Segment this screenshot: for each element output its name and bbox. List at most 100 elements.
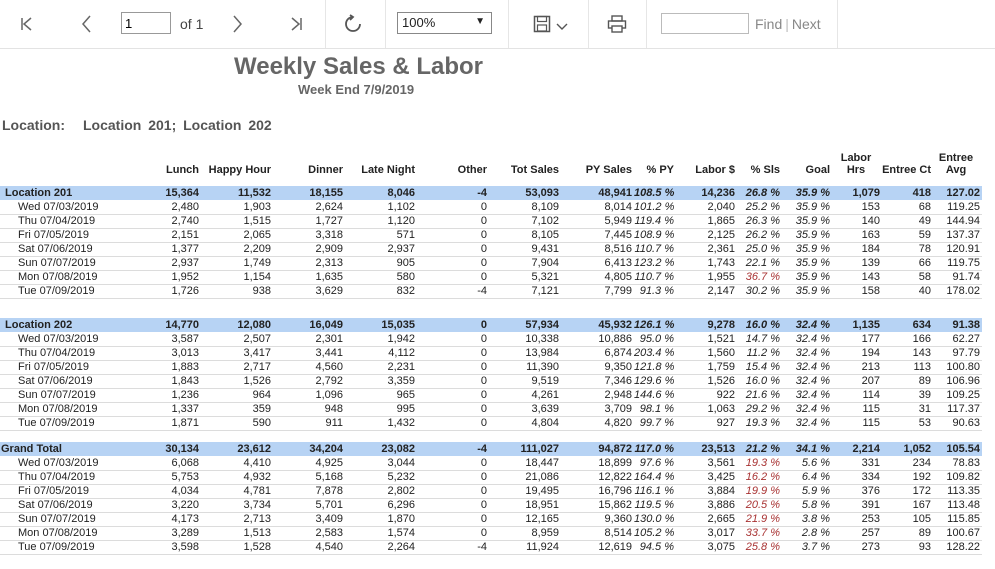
table-cell: 4,932 [243, 471, 271, 483]
location-value: Location 201; Location 202 [83, 117, 272, 133]
table-row: Sun 07/07/2019 1,236 964 1,096 965 0 4,261 2,94… [0, 388, 982, 403]
table-cell: 167 [912, 499, 931, 511]
page-number-input[interactable] [121, 12, 171, 34]
table-cell: 1,135 [852, 319, 880, 331]
table-row: Tue 07/09/2019 1,871 590 911 1,432 0 4,804 4,82… [0, 416, 982, 431]
col-entree-avg-line1: Entree [938, 152, 974, 164]
row-date: Sun 07/07/2019 [18, 257, 96, 269]
table-cell: 8,046 [387, 187, 415, 199]
table-cell: 3,220 [171, 499, 199, 511]
table-cell: 2,717 [243, 361, 271, 373]
table-cell: 0 [480, 485, 487, 497]
table-cell: 2,361 [707, 243, 735, 255]
table-cell: 9,350 [604, 361, 632, 373]
table-cell: 21,086 [525, 471, 559, 483]
table-cell: 331 [861, 457, 880, 469]
table-cell: 98.1 % [639, 403, 674, 415]
table-cell: 0 [480, 527, 487, 539]
table-cell: 5,753 [171, 471, 199, 483]
table-cell: 16.0 % [745, 375, 780, 387]
table-cell: 5,321 [531, 271, 559, 283]
row-date: Tue 07/09/2019 [18, 285, 95, 297]
prev-page-button[interactable] [70, 0, 104, 48]
last-page-button[interactable] [279, 0, 313, 48]
table-cell: 144.94 [946, 215, 980, 227]
table-cell: 8,514 [604, 527, 632, 539]
table-cell: 4,820 [604, 417, 632, 429]
table-cell: 359 [252, 403, 271, 415]
table-cell: 21.9 % [745, 513, 780, 525]
table-cell: 14.7 % [745, 333, 780, 345]
print-button[interactable] [600, 0, 634, 48]
page-count: of 1 [180, 16, 204, 32]
table-cell: 4,805 [604, 271, 632, 283]
report-subtitle: Week End 7/9/2019 [298, 82, 415, 97]
table-cell: 108.9 % [634, 229, 675, 241]
table-cell: 18,899 [598, 457, 632, 469]
table-cell: 8,109 [531, 201, 559, 213]
zoom-select[interactable]: 100% ▼ [397, 12, 492, 34]
table-cell: 1,871 [171, 417, 199, 429]
table-cell: 15,364 [165, 187, 199, 199]
table-cell: 1,154 [243, 271, 271, 283]
table-cell: 11,924 [526, 541, 559, 553]
table-cell: 6,068 [171, 457, 199, 469]
refresh-button[interactable] [336, 0, 370, 48]
table-cell: 153 [861, 201, 880, 213]
table-cell: 234 [912, 457, 931, 469]
table-cell: 1,526 [707, 375, 735, 387]
table-cell: 26.2 % [745, 229, 780, 241]
table-cell: 905 [396, 257, 415, 269]
find-link[interactable]: Find [755, 16, 783, 32]
row-date: Fri 07/05/2019 [18, 229, 89, 241]
table-row: Thu 07/04/2019 3,013 3,417 3,441 4,112 0 13,98… [0, 346, 982, 361]
table-cell: 4,112 [388, 347, 415, 359]
table-cell: 116.1 % [634, 485, 674, 497]
table-cell: 995 [396, 403, 415, 415]
table-cell: 1,743 [707, 257, 735, 269]
group-header-band [0, 442, 982, 456]
table-cell: 94.5 % [639, 541, 674, 553]
table-cell: 32.4 % [795, 347, 830, 359]
next-link[interactable]: Next [791, 16, 821, 32]
row-date: Mon 07/08/2019 [18, 271, 98, 283]
table-cell: -4 [477, 541, 487, 553]
table-cell: 35.9 % [795, 215, 830, 227]
table-cell: 948 [324, 403, 343, 415]
table-cell: 108.5 % [634, 187, 675, 199]
table-cell: 2,802 [387, 485, 415, 497]
table-cell: 109.25 [946, 389, 980, 401]
first-page-icon [21, 17, 32, 31]
table-cell: 2,948 [604, 389, 632, 401]
report-toolbar: of 1 100% ▼ Find|Next [0, 0, 995, 49]
table-cell: 184 [861, 243, 880, 255]
first-page-button[interactable] [10, 0, 44, 48]
table-cell: 5.9 % [801, 485, 830, 497]
export-button[interactable] [526, 0, 576, 48]
prev-page-icon [82, 15, 91, 33]
row-date: Sat 07/06/2019 [18, 499, 93, 511]
table-row: Sun 07/07/2019 2,937 1,749 2,313 905 0 7,904 6,… [0, 256, 982, 271]
table-cell: 1,749 [243, 257, 271, 269]
table-cell: 95.0 % [639, 333, 674, 345]
table-cell: 2,065 [243, 229, 271, 241]
table-cell: -4 [477, 187, 487, 199]
table-cell: 7,445 [604, 229, 632, 241]
next-page-button[interactable] [220, 0, 254, 48]
table-cell: 97.79 [952, 347, 980, 359]
table-cell: 257 [861, 527, 880, 539]
find-input[interactable] [661, 13, 749, 34]
table-cell: 922 [716, 389, 735, 401]
table-row: Tue 07/09/2019 3,598 1,528 4,540 2,264 -4 11,9… [0, 540, 982, 555]
table-cell: 94,872 [598, 443, 632, 455]
group-total-row: Grand Total 30,134 23,612 34,204 23,082 -4 111… [0, 442, 982, 456]
table-row: Sat 07/06/2019 1,377 2,209 2,909 2,937 0 9,431… [0, 242, 982, 257]
table-cell: 1,096 [315, 389, 343, 401]
table-cell: 964 [252, 389, 271, 401]
table-cell: 3,017 [707, 527, 735, 539]
refresh-icon [345, 14, 361, 32]
row-date: Wed 07/03/2019 [18, 333, 99, 345]
table-cell: 13,984 [525, 347, 559, 359]
table-cell: 3,709 [604, 403, 632, 415]
table-cell: 9,431 [531, 243, 559, 255]
